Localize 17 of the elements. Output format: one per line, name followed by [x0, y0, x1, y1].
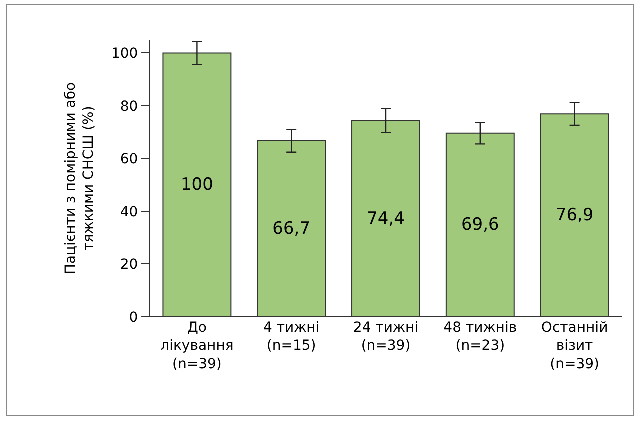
data-label: 100 [180, 175, 214, 196]
x-tick-label: 24 тижні (n=39) [353, 320, 419, 354]
x-tick-label: Останній візит (n=39) [541, 320, 608, 372]
y-tick-label: 60 [120, 152, 138, 168]
y-tick-label: 100 [111, 46, 138, 62]
x-tick-label: 48 тижнів (n=23) [444, 320, 518, 354]
y-tick-label: 20 [120, 257, 138, 274]
y-tick-label: 80 [120, 98, 138, 115]
data-label: 66,7 [272, 219, 311, 240]
x-tick-label: 4 тижні (n=15) [263, 320, 320, 354]
data-label: 76,9 [556, 206, 594, 226]
y-tick-label: 0 [129, 310, 138, 326]
data-label: 74,4 [367, 208, 405, 229]
data-label: 69,6 [461, 215, 500, 236]
x-tick-label: До лікування (n=39) [160, 320, 234, 372]
y-axis-title: Пацієнти з помірними або тяжкими СНСШ (%) [62, 82, 98, 275]
y-tick-label: 40 [120, 204, 138, 220]
